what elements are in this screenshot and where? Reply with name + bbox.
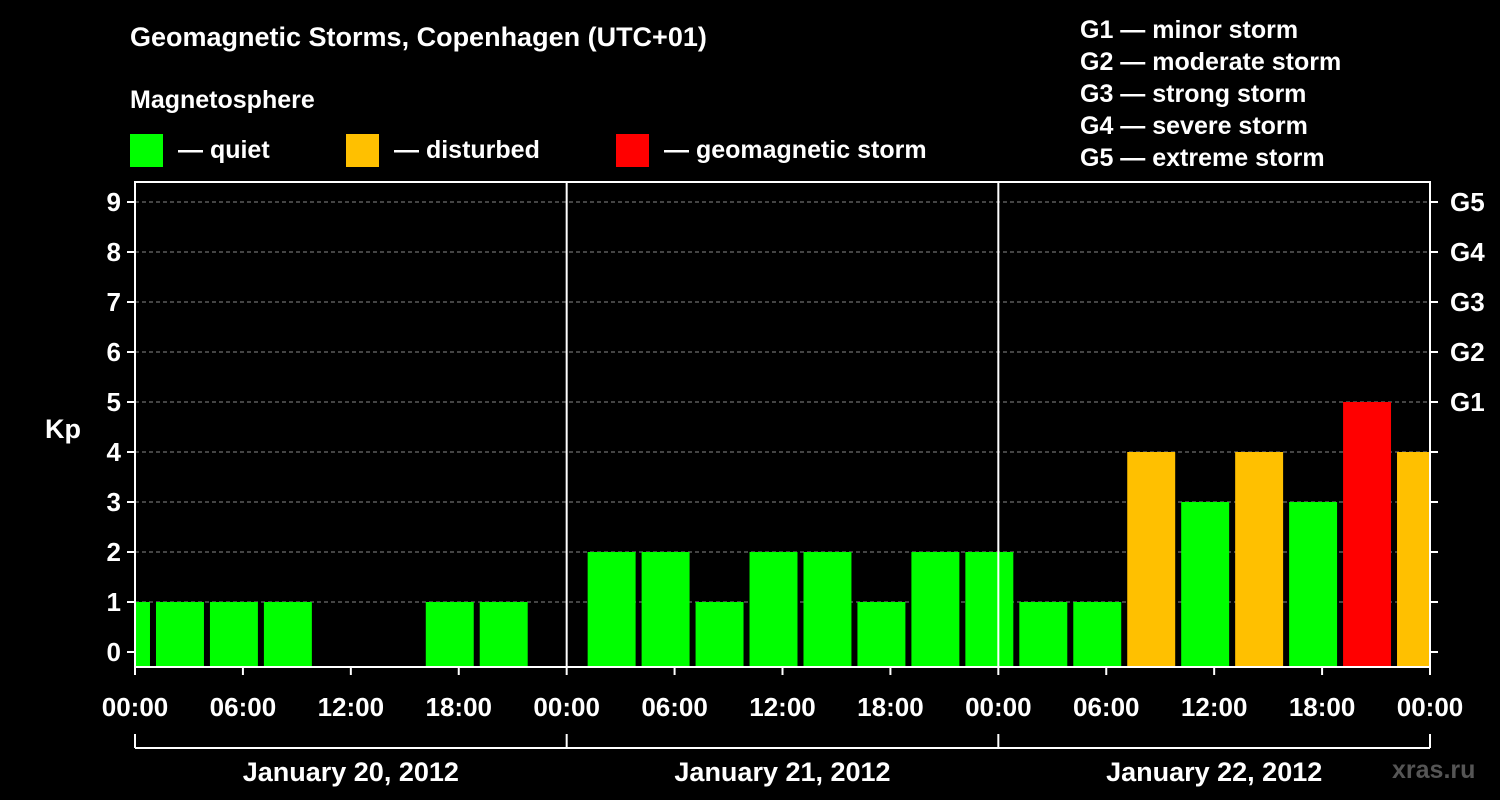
magnetosphere-heading: Magnetosphere [130,86,315,114]
kp-bars [135,402,1430,667]
legend-swatch-quiet [130,134,163,167]
kp-bar-18 [1073,602,1122,667]
y-axis-label: Kp [45,414,81,444]
watermark: xras.ru [1392,756,1476,784]
kp-bar-15 [911,552,960,667]
y-tick-label-8: 8 [107,237,121,267]
x-tick-label-11: 18:00 [1289,692,1356,722]
axes: 0 1 2 3 4 5 6 7 8 9 G1 G2 G3 G4 G5 Kp 00:00 06:00 12:00 18:… [45,181,1485,787]
kp-bar-21 [1235,452,1284,667]
kp-bar-9 [587,552,636,667]
day-label-1: January 21, 2012 [674,757,890,787]
right-tick-label-G5: G5 [1450,187,1485,217]
x-tick-label-4: 00:00 [533,692,600,722]
y-tick-label-7: 7 [107,287,121,317]
kp-bar-3 [263,602,312,667]
y-tick-label-0: 0 [107,637,121,667]
x-tick-label-5: 06:00 [641,692,708,722]
g-legend-g5: G5 — extreme storm [1080,144,1325,172]
kp-bar-20 [1181,502,1230,667]
kp-bar-6 [425,602,474,667]
x-tick-label-8: 00:00 [965,692,1032,722]
x-tick-label-0: 00:00 [102,692,169,722]
right-tick-label-G1: G1 [1450,387,1485,417]
right-tick-label-G2: G2 [1450,337,1485,367]
kp-bar-12 [749,552,798,667]
y-tick-label-9: 9 [107,187,121,217]
g-legend-g4: G4 — severe storm [1080,112,1308,140]
y-tick-label-4: 4 [107,437,122,467]
legend-label-quiet: — quiet [178,136,270,164]
g-legend-g2: G2 — moderate storm [1080,48,1342,76]
legend-label-disturbed: — disturbed [394,136,540,164]
kp-bar-22 [1289,502,1338,667]
y-tick-label-6: 6 [107,337,121,367]
kp-bar-13 [803,552,852,667]
legend-item-disturbed: — disturbed [346,134,540,167]
x-tick-label-6: 12:00 [749,692,816,722]
legend-item-quiet: — quiet [130,134,270,167]
kp-bar-24 [1397,452,1430,667]
g-legend-g3: G3 — strong storm [1080,80,1307,108]
kp-bar-14 [857,602,906,667]
x-tick-label-1: 06:00 [210,692,277,722]
y-tick-label-2: 2 [107,537,121,567]
x-tick-label-2: 12:00 [318,692,385,722]
kp-bar-17 [1019,602,1068,667]
legend-label-storm: — geomagnetic storm [664,136,927,164]
x-tick-label-3: 18:00 [426,692,493,722]
kp-bar-19 [1127,452,1176,667]
x-tick-label-10: 12:00 [1181,692,1248,722]
kp-bar-11 [695,602,744,667]
kp-bar-23 [1343,402,1392,667]
day-label-0: January 20, 2012 [243,757,459,787]
y-tick-label-5: 5 [107,387,121,417]
legend-swatch-storm [616,134,649,167]
x-tick-label-7: 18:00 [857,692,924,722]
x-tick-label-9: 06:00 [1073,692,1140,722]
right-tick-label-G4: G4 [1450,237,1485,267]
legend-item-storm: — geomagnetic storm [616,134,927,167]
kp-bar-10 [641,552,690,667]
kp-bar-7 [479,602,528,667]
kp-bar-0 [135,602,150,667]
g-scale-legend: G1 — minor storm G2 — moderate storm G3 … [1080,14,1341,174]
right-tick-label-G3: G3 [1450,287,1485,317]
chart-title: Geomagnetic Storms, Copenhagen (UTC+01) [130,22,707,52]
day-label-2: January 22, 2012 [1106,757,1322,787]
kp-bar-16 [965,552,1014,667]
kp-bar-2 [209,602,258,667]
g-legend-g1: G1 — minor storm [1080,16,1299,44]
y-tick-label-1: 1 [107,587,121,617]
kp-bar-1 [155,602,204,667]
y-tick-label-3: 3 [107,487,121,517]
legend-swatch-disturbed [346,134,379,167]
x-tick-label-12: 00:00 [1397,692,1464,722]
